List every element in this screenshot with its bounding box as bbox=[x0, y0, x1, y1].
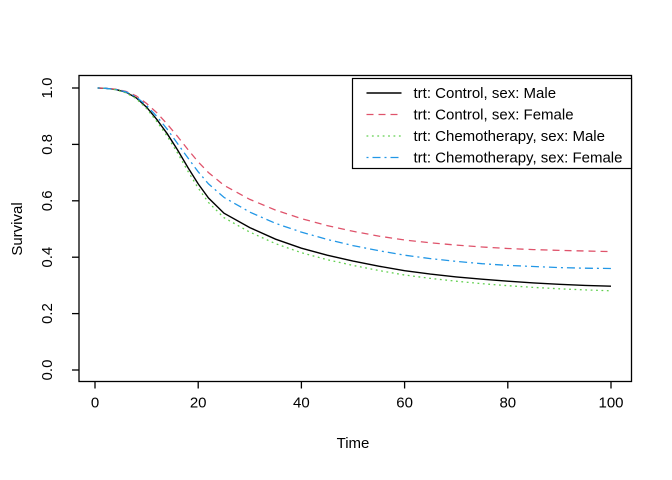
y-axis-title: Survival bbox=[9, 202, 26, 255]
x-tick-label-5: 100 bbox=[598, 395, 623, 412]
x-tick-label-3: 60 bbox=[396, 395, 413, 412]
series-line-1 bbox=[97, 87, 612, 253]
legend: trt: Control, sex: Male trt: Control, sex… bbox=[351, 77, 633, 170]
x-axis-title: Time bbox=[337, 435, 370, 452]
series-line-3 bbox=[97, 87, 612, 270]
series-line-2 bbox=[97, 87, 612, 292]
x-tick-label-2: 40 bbox=[293, 395, 310, 412]
y-tick-label-1: 0.2 bbox=[39, 303, 56, 324]
legend-entry-label-1: trt: Control, sex: Female bbox=[414, 107, 574, 124]
x-tick-label-4: 80 bbox=[499, 395, 516, 412]
y-tick-label-4: 0.8 bbox=[39, 134, 56, 155]
y-tick-label-2: 0.4 bbox=[39, 247, 56, 268]
legend-entry-label-3: trt: Chemotherapy, sex: Female bbox=[414, 150, 623, 167]
y-tick-label-3: 0.6 bbox=[39, 190, 56, 211]
legend-entry-label-2: trt: Chemotherapy, sex: Male bbox=[414, 128, 605, 145]
x-axis: 0 20 40 60 80 100 Time bbox=[91, 381, 624, 452]
x-tick-label-0: 0 bbox=[91, 395, 99, 412]
plot-box bbox=[78, 74, 633, 383]
y-axis: 0.0 0.2 0.4 0.6 0.8 1.0 Survival bbox=[9, 78, 79, 381]
legend-entry-label-0: trt: Control, sex: Male bbox=[414, 85, 557, 102]
x-tick-label-1: 20 bbox=[190, 395, 207, 412]
series-lines bbox=[97, 87, 612, 292]
y-tick-label-0: 0.0 bbox=[39, 360, 56, 381]
series-line-0 bbox=[97, 87, 612, 287]
y-tick-label-5: 1.0 bbox=[39, 78, 56, 99]
